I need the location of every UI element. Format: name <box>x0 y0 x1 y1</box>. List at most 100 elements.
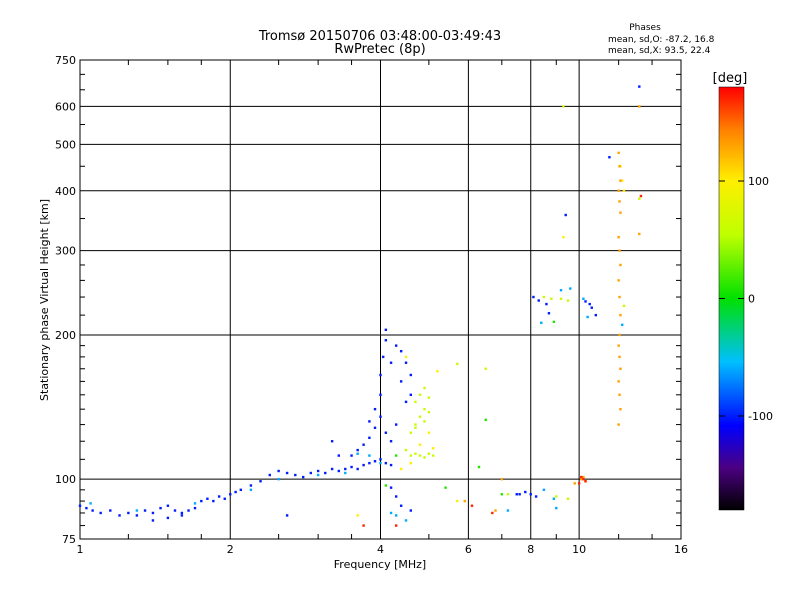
data-point <box>379 373 382 377</box>
data-point <box>622 304 626 308</box>
data-point <box>608 156 611 159</box>
data-point <box>506 493 510 496</box>
data-point <box>569 287 572 290</box>
data-point <box>555 495 558 498</box>
y-axis-title: Stationary phase Virtual Height [km] <box>38 199 51 401</box>
data-point <box>537 299 540 302</box>
data-point <box>618 393 621 397</box>
data-point <box>384 461 388 465</box>
data-point <box>91 509 94 512</box>
data-point <box>638 105 641 108</box>
data-point <box>99 511 102 515</box>
data-point <box>212 499 215 503</box>
data-point <box>617 279 620 282</box>
data-point <box>78 504 82 507</box>
y-tick-label: 400 <box>55 185 76 198</box>
data-point <box>617 344 620 347</box>
data-point <box>206 497 209 500</box>
data-point <box>619 211 622 214</box>
data-point <box>622 189 626 192</box>
data-point <box>404 361 408 364</box>
data-point <box>249 484 253 487</box>
data-point <box>584 300 587 303</box>
data-point <box>239 488 243 492</box>
data-point <box>344 471 347 475</box>
data-point <box>373 460 377 463</box>
data-point <box>151 519 155 522</box>
data-point <box>427 410 431 414</box>
data-point <box>552 320 556 324</box>
data-point <box>404 448 408 452</box>
data-point <box>618 200 621 203</box>
data-point <box>534 495 538 498</box>
data-point <box>379 461 382 465</box>
colorbar-tick-label: 100 <box>748 175 769 188</box>
data-point <box>414 400 417 404</box>
data-point <box>223 497 226 500</box>
x-axis-title: Frequency [MHz] <box>334 558 426 571</box>
data-point <box>500 493 504 496</box>
data-point <box>409 373 412 377</box>
chart-subtitle: RwPretec (8p) <box>334 42 425 57</box>
data-point <box>368 420 371 423</box>
data-point <box>166 516 170 520</box>
data-point <box>619 263 622 267</box>
data-point <box>500 477 504 481</box>
data-point <box>389 463 393 467</box>
data-point <box>414 423 417 426</box>
data-point <box>524 490 527 494</box>
data-point <box>540 321 543 325</box>
data-point <box>389 511 393 515</box>
data-point <box>427 452 431 455</box>
data-point <box>617 189 620 192</box>
data-point <box>491 511 494 515</box>
data-point <box>350 465 353 469</box>
data-point <box>173 509 177 512</box>
data-point <box>577 482 581 485</box>
data-point <box>381 355 385 359</box>
data-point <box>431 447 435 450</box>
x-tick-label: 1 <box>77 543 84 556</box>
y-tick-label: 100 <box>55 473 76 486</box>
data-point <box>618 355 621 359</box>
data-point <box>584 480 587 483</box>
data-point <box>350 454 353 457</box>
data-point <box>427 396 431 399</box>
data-point <box>427 431 431 434</box>
data-point <box>373 407 377 411</box>
data-point <box>518 493 521 496</box>
data-point <box>249 488 253 492</box>
data-point <box>484 418 487 422</box>
data-point <box>394 454 398 457</box>
data-point <box>532 295 535 299</box>
data-point <box>484 367 487 370</box>
data-point <box>552 497 556 500</box>
data-point <box>550 297 553 300</box>
data-point <box>564 213 567 217</box>
data-point <box>394 423 398 426</box>
data-point <box>588 302 591 306</box>
colorbar-label: [deg] <box>713 71 748 86</box>
data-point <box>89 502 92 505</box>
data-point <box>135 514 139 517</box>
data-point <box>356 448 359 452</box>
data-point <box>399 380 403 383</box>
minor-ticks <box>80 60 681 539</box>
data-point <box>456 362 459 366</box>
data-point <box>368 454 371 457</box>
data-point <box>301 475 305 479</box>
data-point <box>418 443 422 446</box>
data-point <box>573 482 576 485</box>
data-point <box>330 467 334 471</box>
data-point <box>362 463 365 467</box>
x-tick-label: 8 <box>527 543 534 556</box>
data-point <box>547 312 551 315</box>
data-point <box>362 443 365 446</box>
data-point <box>159 506 162 510</box>
data-point <box>259 480 262 483</box>
data-point <box>389 361 393 364</box>
data-point <box>268 473 271 477</box>
data-point <box>506 509 510 512</box>
data-point <box>542 295 546 299</box>
